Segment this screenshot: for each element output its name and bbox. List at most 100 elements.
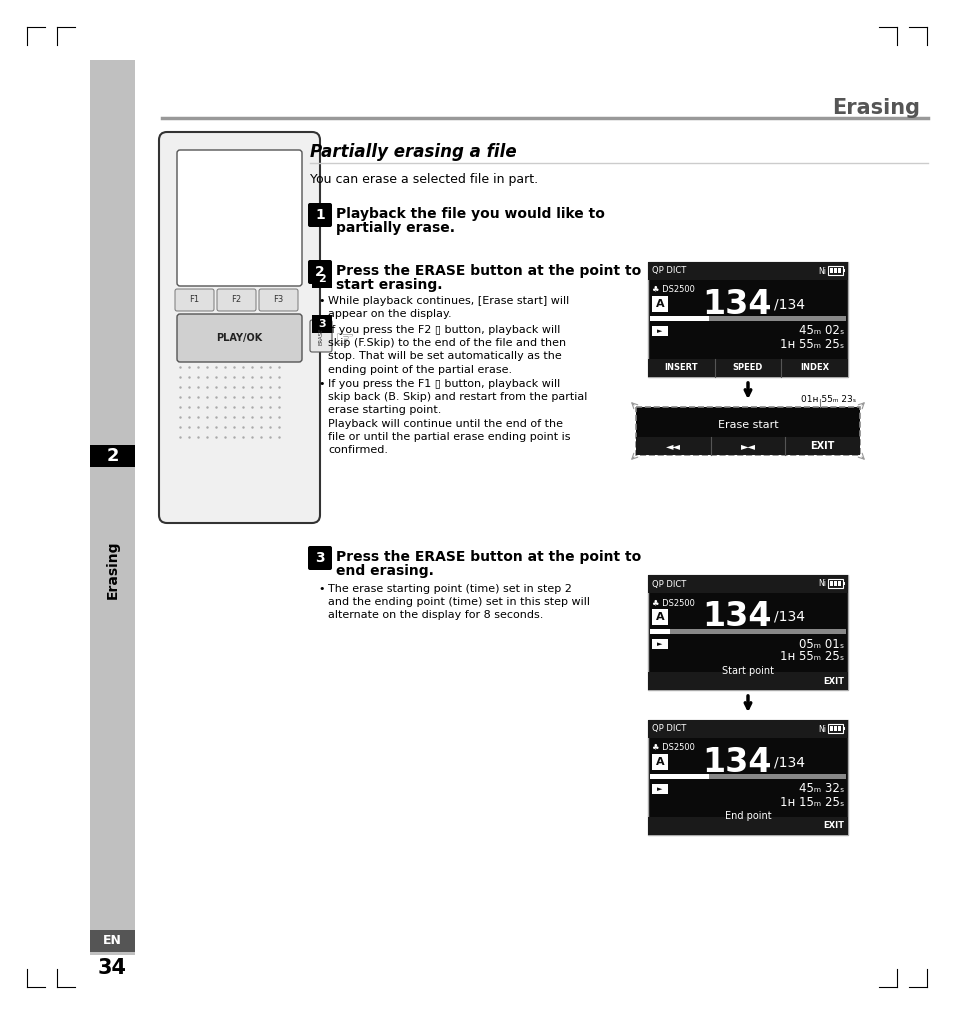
Text: •: • xyxy=(317,325,324,335)
Text: INSERT: INSERT xyxy=(664,363,698,372)
Bar xyxy=(651,754,667,770)
Bar xyxy=(651,639,667,649)
Bar xyxy=(833,581,836,586)
Text: Ni: Ni xyxy=(817,724,825,733)
Bar xyxy=(837,268,841,273)
Text: EXIT: EXIT xyxy=(822,676,843,685)
Bar xyxy=(651,325,667,336)
Bar xyxy=(842,582,844,585)
Text: F2: F2 xyxy=(232,295,241,304)
Bar xyxy=(647,575,847,593)
FancyBboxPatch shape xyxy=(308,546,332,570)
Text: ►◄: ►◄ xyxy=(740,441,755,451)
Text: ♣ DS2500: ♣ DS2500 xyxy=(651,598,694,607)
Text: Ni: Ni xyxy=(817,267,825,276)
Text: Playback the file you would like to: Playback the file you would like to xyxy=(335,207,604,221)
Text: •: • xyxy=(317,584,324,594)
Text: 134: 134 xyxy=(701,600,771,634)
Bar xyxy=(649,774,708,779)
FancyBboxPatch shape xyxy=(159,132,319,523)
Text: ERASE: ERASE xyxy=(318,328,323,345)
Text: Press the ERASE button at the point to: Press the ERASE button at the point to xyxy=(335,264,640,278)
Text: A: A xyxy=(655,612,663,622)
Text: PLAY/OK: PLAY/OK xyxy=(216,333,262,343)
Text: end erasing.: end erasing. xyxy=(335,564,434,578)
Text: 01ʜ 55ₘ 23ₛ: 01ʜ 55ₘ 23ₛ xyxy=(800,395,855,404)
Bar xyxy=(647,262,847,377)
Bar xyxy=(649,316,845,321)
Bar xyxy=(649,774,845,779)
Text: QP DICT: QP DICT xyxy=(651,579,685,588)
Bar xyxy=(842,269,844,272)
Text: 2: 2 xyxy=(106,447,118,465)
Text: 05ₘ 01ₛ: 05ₘ 01ₛ xyxy=(798,638,843,651)
Text: Erasing: Erasing xyxy=(106,540,119,599)
FancyBboxPatch shape xyxy=(258,289,297,311)
Bar xyxy=(827,724,842,733)
Text: 34: 34 xyxy=(98,958,127,977)
Text: You can erase a selected file in part.: You can erase a selected file in part. xyxy=(310,173,537,186)
FancyBboxPatch shape xyxy=(310,320,332,352)
Bar xyxy=(90,60,135,955)
Bar xyxy=(651,296,667,312)
Text: ♣ DS2500: ♣ DS2500 xyxy=(651,286,694,294)
FancyBboxPatch shape xyxy=(174,289,213,311)
Text: 45ₘ 02ₛ: 45ₘ 02ₛ xyxy=(798,324,843,338)
Bar xyxy=(647,720,847,738)
Text: QP DICT: QP DICT xyxy=(651,267,685,276)
Text: EXIT: EXIT xyxy=(810,441,834,451)
Bar xyxy=(829,268,832,273)
Text: /134: /134 xyxy=(773,610,804,624)
Text: Start point: Start point xyxy=(721,666,773,676)
Text: 1ʜ 15ₘ 25ₛ: 1ʜ 15ₘ 25ₛ xyxy=(779,796,843,808)
Text: EN: EN xyxy=(103,935,122,947)
Bar xyxy=(647,262,847,280)
Text: start erasing.: start erasing. xyxy=(335,278,442,292)
Bar xyxy=(837,581,841,586)
Bar xyxy=(837,726,841,731)
Bar xyxy=(651,784,667,794)
Text: partially erase.: partially erase. xyxy=(335,221,455,235)
Bar xyxy=(833,726,836,731)
Bar xyxy=(651,609,667,625)
Text: ☞: ☞ xyxy=(334,330,354,350)
Bar xyxy=(829,581,832,586)
Text: While playback continues, [Erase start] will
appear on the display.: While playback continues, [Erase start] … xyxy=(328,296,569,319)
FancyBboxPatch shape xyxy=(216,289,255,311)
Text: 3: 3 xyxy=(318,319,326,329)
FancyBboxPatch shape xyxy=(312,270,332,288)
Bar xyxy=(636,407,859,455)
Text: Press the ERASE button at the point to: Press the ERASE button at the point to xyxy=(335,550,640,564)
Text: ►: ► xyxy=(657,328,662,334)
Bar xyxy=(647,672,847,690)
Bar xyxy=(90,930,135,952)
Text: End point: End point xyxy=(724,811,771,821)
Text: ◄◄: ◄◄ xyxy=(665,441,680,451)
Text: If you press the F2 ▯ button, playback will
skip (F.Skip) to the end of the file: If you press the F2 ▯ button, playback w… xyxy=(328,325,565,374)
Text: SPEED: SPEED xyxy=(732,363,762,372)
Text: •: • xyxy=(317,379,324,389)
Bar xyxy=(827,579,842,588)
Bar xyxy=(649,629,669,634)
Text: ►: ► xyxy=(657,786,662,792)
Text: 2: 2 xyxy=(314,265,325,279)
Text: ►: ► xyxy=(657,641,662,647)
Text: 134: 134 xyxy=(701,288,771,320)
Text: 1ʜ 55ₘ 25ₛ: 1ʜ 55ₘ 25ₛ xyxy=(779,651,843,663)
FancyBboxPatch shape xyxy=(177,150,302,286)
Text: 45ₘ 32ₛ: 45ₘ 32ₛ xyxy=(798,783,843,796)
Bar xyxy=(647,359,847,377)
Text: Erasing: Erasing xyxy=(831,98,919,118)
Bar xyxy=(833,268,836,273)
Text: INDEX: INDEX xyxy=(800,363,828,372)
Bar xyxy=(90,445,135,467)
Text: F3: F3 xyxy=(274,295,283,304)
Text: •: • xyxy=(317,296,324,306)
Bar xyxy=(842,727,844,730)
Text: /134: /134 xyxy=(773,297,804,311)
Text: 3: 3 xyxy=(314,551,324,565)
Text: A: A xyxy=(655,757,663,767)
Text: 1ʜ 55ₘ 25ₛ: 1ʜ 55ₘ 25ₛ xyxy=(779,338,843,351)
Bar xyxy=(647,720,847,835)
Text: A: A xyxy=(655,299,663,309)
